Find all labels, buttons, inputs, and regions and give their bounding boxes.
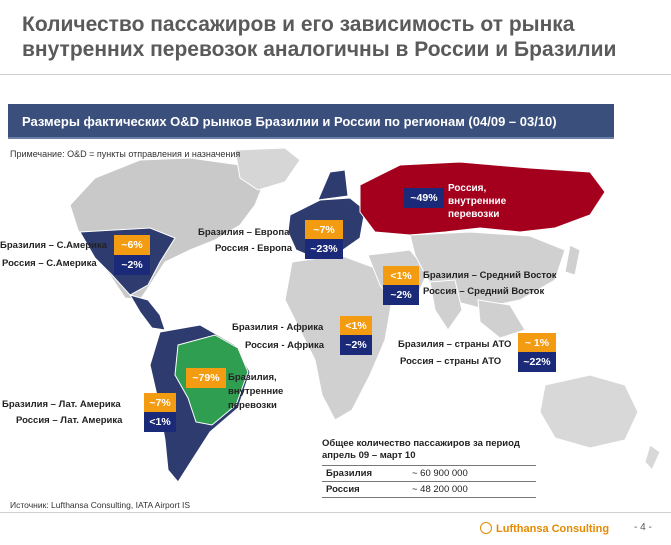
africa-russia-value: ~2% xyxy=(340,335,372,355)
africa-brazil-label: Бразилия - Африка xyxy=(232,322,324,333)
totals-table: Общее количество пассажиров за период ап… xyxy=(322,438,536,498)
totals-row: Россия ~ 48 200 000 xyxy=(322,482,536,498)
logo-text: Lufthansa Consulting xyxy=(496,523,610,535)
company-logo: Lufthansa Consulting xyxy=(480,522,609,535)
new-zealand-shape xyxy=(644,444,661,471)
russia-domestic-label-1: Россия, xyxy=(448,183,487,194)
middle-east-russia-value: ~2% xyxy=(383,285,419,305)
brazil-domestic-label-3: перевозки xyxy=(228,400,277,411)
latin-america-russia-value: <1% xyxy=(144,412,176,432)
north-america-brazil-value: ~6% xyxy=(114,235,150,255)
totals-row: Бразилия ~ 60 900 000 xyxy=(322,466,536,482)
totals-value: ~ 60 900 000 xyxy=(412,468,468,479)
north-america-brazil-label: Бразилия – С.Америка xyxy=(0,240,107,251)
australia-shape xyxy=(539,374,639,449)
europe-russia-value: ~23% xyxy=(305,239,343,259)
asia-pacific-russia-label: Россия – страны АТО xyxy=(400,356,502,367)
asia-pacific-russia-value: ~22% xyxy=(518,352,556,372)
europe-brazil-label: Бразилия – Европа xyxy=(198,227,290,238)
europe-russia-label: Россия - Европа xyxy=(215,243,292,254)
middle-east-brazil-value: <1% xyxy=(383,266,419,286)
page-number: - 4 - xyxy=(634,522,652,533)
russia-domestic-label-2: внутренние xyxy=(448,196,507,207)
africa-russia-label: Россия - Африка xyxy=(245,340,325,351)
africa-shape xyxy=(284,254,393,421)
russia-domestic-value: ~49% xyxy=(404,188,444,208)
asia-pacific-brazil-value: ~ 1% xyxy=(518,333,556,353)
africa-brazil-value: <1% xyxy=(340,316,372,336)
totals-country: Россия xyxy=(326,484,360,495)
north-america-russia-label: Россия – С.Америка xyxy=(2,258,97,269)
russia-shape xyxy=(359,161,606,236)
russia-domestic-label-3: перевозки xyxy=(448,209,500,220)
latin-america-russia-label: Россия – Лат. Америка xyxy=(16,415,123,426)
totals-country: Бразилия xyxy=(326,468,373,479)
india-shape xyxy=(429,279,463,331)
middle-east-russia-label: Россия – Средний Восток xyxy=(423,286,545,297)
page-title: Количество пассажиров и его зависимость … xyxy=(22,13,617,61)
north-america-russia-value: ~2% xyxy=(114,255,150,275)
footer-divider xyxy=(0,512,671,513)
title-divider xyxy=(0,74,671,75)
europe-brazil-value: ~7% xyxy=(305,220,343,240)
greenland-shape xyxy=(234,147,301,191)
totals-heading: Общее количество пассажиров за период ап… xyxy=(322,438,536,466)
crane-logo-icon xyxy=(480,522,492,534)
brazil-domestic-value: ~79% xyxy=(186,368,226,388)
source-text: Источник: Lufthansa Consulting, IATA Air… xyxy=(10,500,191,510)
brazil-domestic-label-1: Бразилия, xyxy=(228,372,277,383)
latin-america-brazil-label: Бразилия – Лат. Америка xyxy=(2,399,121,410)
note-text: Примечание: O&D = пункты отправления и н… xyxy=(10,149,241,159)
totals-value: ~ 48 200 000 xyxy=(412,484,468,495)
latin-america-brazil-value: ~7% xyxy=(144,393,176,413)
subtitle-bar: Размеры фактических O&D рынков Бразилии … xyxy=(8,104,614,139)
brazil-domestic-label-2: внутренние xyxy=(228,386,284,397)
central-america-shape xyxy=(128,294,166,331)
southeast-asia-shape xyxy=(477,299,526,339)
middle-east-brazil-label: Бразилия – Средний Восток xyxy=(423,270,557,281)
asia-pacific-brazil-label: Бразилия – страны АТО xyxy=(398,339,512,350)
japan-shape xyxy=(564,244,581,276)
scandinavia-shape xyxy=(317,169,349,201)
